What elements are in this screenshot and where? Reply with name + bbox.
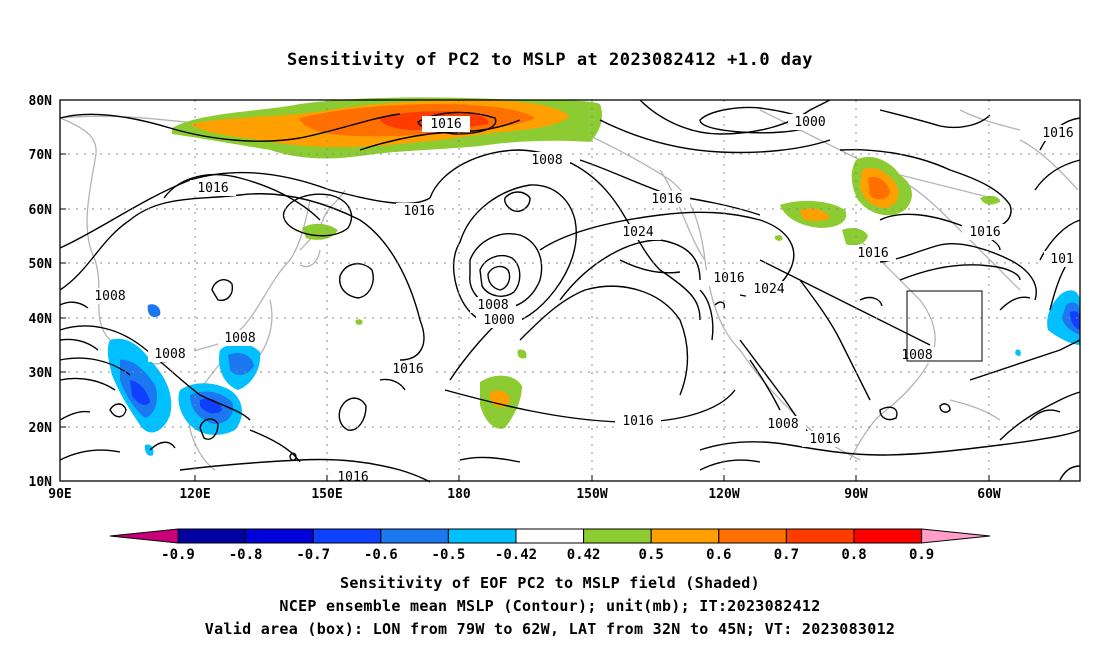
colorbar-segment: [583, 528, 652, 544]
contour-label: 1016: [392, 362, 423, 377]
caption-line-1: Sensitivity of EOF PC2 to MSLP field (Sh…: [340, 574, 760, 592]
lon-label: 60W: [977, 487, 1001, 502]
colorbar-label: 0.42: [567, 547, 601, 563]
grid-lines: [60, 100, 1080, 481]
contour-label: 1016: [337, 470, 368, 485]
colorbar-segment: [921, 528, 991, 544]
colorbar-segment: [718, 528, 787, 544]
contour-label: 1016: [197, 181, 228, 196]
contour-label: 1008: [224, 331, 255, 346]
contour-label: 1016: [622, 414, 653, 429]
colorbar-segment: [177, 528, 247, 544]
contour-label: 1008: [154, 347, 185, 362]
map-frame: [59, 99, 1081, 482]
lat-label: 60N: [29, 203, 53, 218]
contour-label: 1000: [483, 313, 514, 328]
lat-label: 10N: [29, 475, 53, 490]
contour-label-box: [422, 116, 470, 132]
tick-marks: [60, 99, 990, 482]
lon-label: 150E: [311, 487, 342, 502]
lon-labels: 90E 120E 150E 180 150W 120W 90W 60W: [48, 487, 1001, 502]
contour-label: 101: [1050, 252, 1073, 267]
colorbar-segment: [853, 528, 923, 544]
contour-label: 1008: [94, 289, 125, 304]
valid-area-box: [906, 290, 983, 362]
colorbar-label: -0.42: [495, 547, 537, 563]
colorbar-segment: [785, 528, 855, 544]
mslp-contours: [59, 99, 1081, 483]
caption-line-3: Valid area (box): LON from 79W to 62W, L…: [204, 620, 896, 638]
contour-label: 1008: [767, 417, 798, 432]
colorbar-segment: [515, 528, 585, 544]
contour-label: 1016: [969, 225, 1000, 240]
contour-label: 1016: [403, 204, 434, 219]
sensitivity-shading: [107, 97, 1080, 456]
colorbar-segment: [447, 528, 517, 544]
lon-label: 150W: [576, 487, 607, 502]
colorbar: -0.9 -0.8 -0.7 -0.6 -0.5 -0.42 0.42 0.5 …: [109, 528, 991, 563]
contour-label: 1016: [430, 117, 461, 132]
lat-labels: 80N 70N 60N 50N 40N 30N 20N 10N: [29, 94, 53, 490]
caption-line-2: NCEP ensemble mean MSLP (Contour); unit(…: [279, 597, 821, 615]
contour-label: 1008: [477, 298, 508, 313]
contour-label: 1000: [794, 115, 825, 130]
contour-label: 1008: [901, 348, 932, 363]
colorbar-segment: [109, 528, 179, 544]
map-title: Sensitivity of PC2 to MSLP at 2023082412…: [286, 50, 813, 70]
colorbar-segment: [380, 528, 449, 544]
contour-label: 1016: [857, 246, 888, 261]
lon-label: 120E: [179, 487, 210, 502]
colorbar-label: -0.7: [296, 547, 330, 563]
contour-label: 1024: [753, 282, 784, 297]
colorbar-label: 0.5: [639, 547, 664, 563]
contour-labels: 1016 1000 1016 1008 1016 1016 1008 1016 …: [88, 114, 1080, 485]
contour-label: 1008: [531, 153, 562, 168]
lat-label: 50N: [29, 257, 53, 272]
colorbar-segment: [312, 528, 382, 544]
lat-label: 20N: [29, 421, 53, 436]
contour-label: 1016: [809, 432, 840, 447]
colorbar-label: 0.9: [909, 547, 934, 563]
colorbar-label: -0.5: [432, 547, 466, 563]
colorbar-segment: [245, 528, 314, 544]
colorbar-label: 0.8: [841, 547, 866, 563]
lat-label: 70N: [29, 148, 53, 163]
colorbar-segment: [650, 528, 720, 544]
contour-label: 1016: [713, 271, 744, 286]
contour-label: 1016: [651, 192, 682, 207]
lon-label: 90W: [844, 487, 868, 502]
lat-label: 30N: [29, 366, 53, 381]
lon-label: 120W: [708, 487, 739, 502]
contour-label: 1016: [1042, 126, 1073, 141]
lat-label: 80N: [29, 94, 53, 109]
lat-label: 40N: [29, 312, 53, 327]
lon-label: 90E: [48, 487, 71, 502]
colorbar-label: 0.6: [706, 547, 731, 563]
lon-label: 180: [447, 487, 471, 502]
colorbar-label: -0.8: [229, 547, 263, 563]
colorbar-label: -0.9: [161, 547, 195, 563]
colorbar-label: -0.6: [364, 547, 398, 563]
contour-label: 1024: [622, 225, 653, 240]
colorbar-label: 0.7: [774, 547, 799, 563]
